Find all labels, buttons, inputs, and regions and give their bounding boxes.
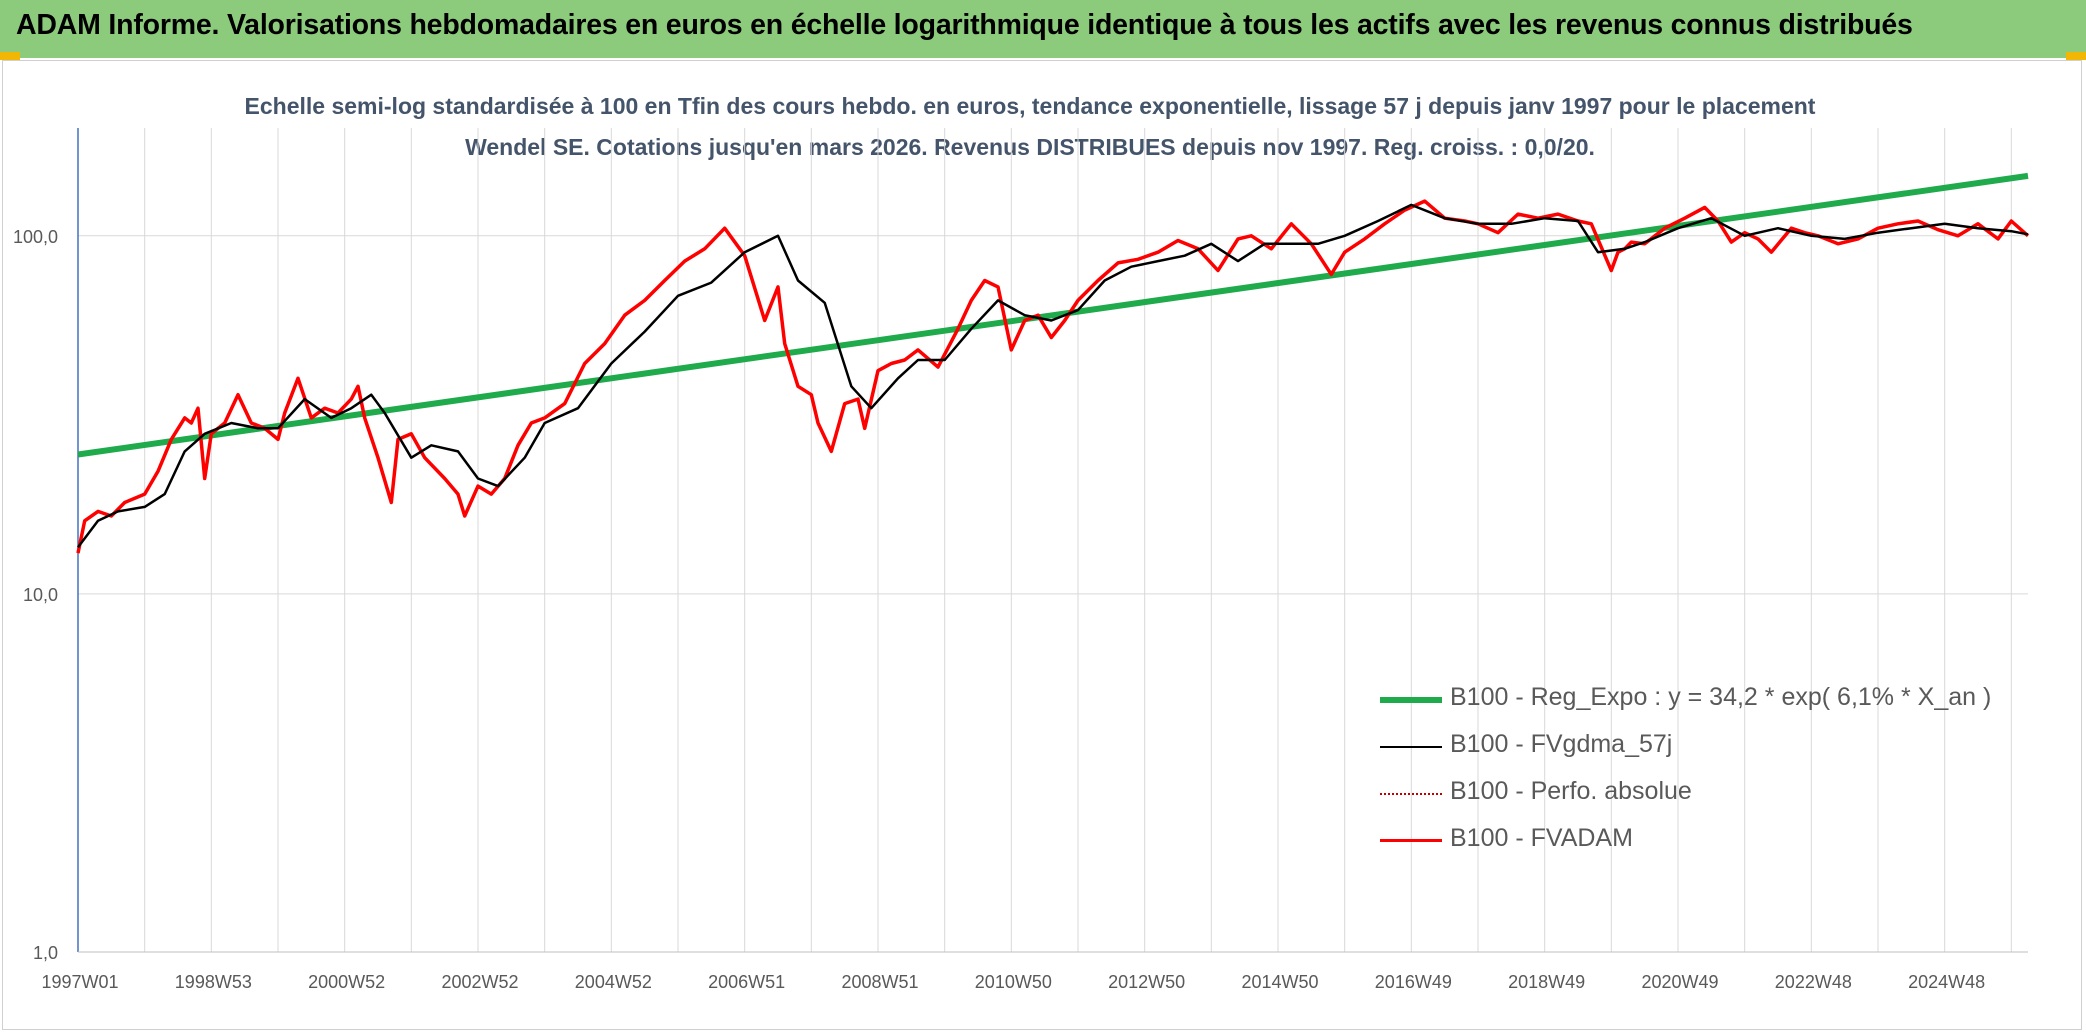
x-tick-label: 2018W49: [1508, 972, 1585, 992]
legend-item-fvadam: B100 - FVADAM: [1380, 821, 2030, 861]
x-tick-label: 2022W48: [1775, 972, 1852, 992]
x-tick-label: 2004W52: [575, 972, 652, 992]
legend-swatch-regression: [1380, 697, 1442, 703]
x-tick-label: 2014W50: [1241, 972, 1318, 992]
legend-label-smoothed: B100 - FVgdma_57j: [1450, 730, 1673, 758]
x-tick-label: 2020W49: [1641, 972, 1718, 992]
legend-swatch-smoothed: [1380, 745, 1442, 748]
legend-item-perfo: B100 - Perfo. absolue: [1380, 774, 2030, 814]
series-line-smoothed: [77, 203, 2029, 548]
x-tick-label: 1997W01: [41, 972, 118, 992]
legend-item-regression: B100 - Reg_Expo : y = 34,2 * exp( 6,1% *…: [1380, 680, 2030, 720]
y-tick-label: 1,0: [33, 943, 58, 963]
report-title: ADAM Informe. Valorisations hebdomadaire…: [16, 9, 1913, 41]
x-tick-label: 1998W53: [175, 972, 252, 992]
legend-swatch-perfo: [1380, 793, 1442, 795]
legend-label-fvadam: B100 - FVADAM: [1450, 824, 1633, 852]
y-tick-label: 100,0: [13, 227, 58, 247]
series-line-fvadam: [76, 199, 2030, 554]
legend-swatch-fvadam: [1380, 839, 1442, 843]
chart-frame: [2, 60, 2082, 1030]
x-tick-label: 2000W52: [308, 972, 385, 992]
x-tick-label: 2016W49: [1375, 972, 1452, 992]
corner-marker-right: [2066, 52, 2086, 60]
x-tick-label: 2024W48: [1908, 972, 1985, 992]
legend-label-regression: B100 - Reg_Expo : y = 34,2 * exp( 6,1% *…: [1450, 683, 1992, 711]
x-tick-label: 2002W52: [441, 972, 518, 992]
corner-marker-left: [0, 52, 20, 60]
series-line-regression: [77, 172, 2029, 458]
legend-item-smoothed: B100 - FVgdma_57j: [1380, 727, 2030, 767]
y-tick-label: 10,0: [23, 585, 58, 605]
x-tick-label: 2010W50: [975, 972, 1052, 992]
x-tick-label: 2006W51: [708, 972, 785, 992]
title-banner: ADAM Informe. Valorisations hebdomadaire…: [0, 0, 2086, 58]
chart-title: Echelle semi-log standardisée à 100 en T…: [244, 93, 1816, 160]
legend-label-perfo: B100 - Perfo. absolue: [1450, 777, 1692, 805]
x-tick-label: 2008W51: [841, 972, 918, 992]
x-tick-label: 2012W50: [1108, 972, 1185, 992]
